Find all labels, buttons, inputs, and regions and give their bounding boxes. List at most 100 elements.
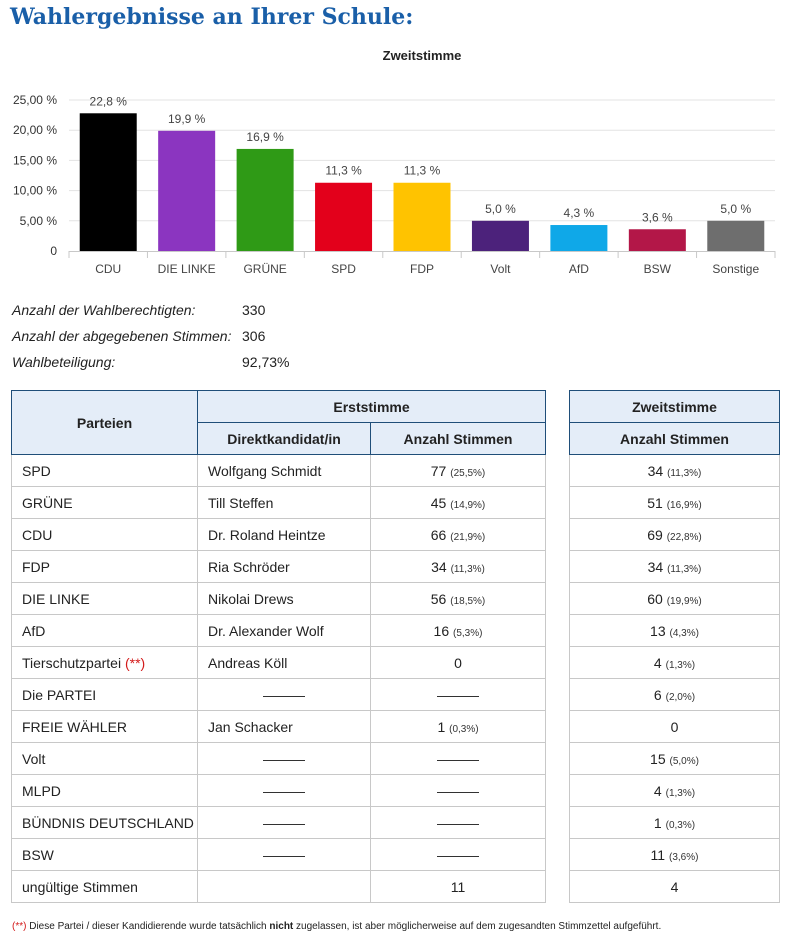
partei-cell: DIE LINKE <box>11 582 198 615</box>
stimmen-percent: (11,3%) <box>667 563 702 575</box>
stimmen-value: 0 <box>670 718 679 735</box>
erststimme-cell: 1 (0,3%) <box>369 710 547 743</box>
bar <box>628 229 686 251</box>
y-tick-label: 10,00 % <box>13 184 57 198</box>
stat-value: 306 <box>242 328 266 344</box>
stimmen-value: 60 <box>647 590 663 607</box>
stimmen-value: 16 <box>433 622 450 639</box>
partei-cell: AfD <box>11 614 198 647</box>
kandidat-cell: ——— <box>197 742 371 775</box>
erststimme-cell: ——— <box>369 742 547 775</box>
stimmen-percent: (1,3%) <box>665 787 696 799</box>
footnote-marker: (**) <box>12 921 27 932</box>
stimmen-percent: (5,0%) <box>669 755 699 767</box>
kandidat-cell <box>197 870 371 903</box>
kandidat-cell: ——— <box>197 806 371 839</box>
x-tick-label: DIE LINKE <box>158 262 216 276</box>
table-row: FREIE WÄHLER Jan Schacker 1 (0,3%) <box>11 710 547 743</box>
y-tick-label: 25,00 % <box>13 93 57 107</box>
partei-cell: GRÜNE <box>11 486 198 519</box>
stimmen-percent: (5,3%) <box>453 627 483 639</box>
stimmen-value: 4 <box>653 782 662 799</box>
table-row: 34 (11,3%) <box>569 454 780 487</box>
stimmen-percent: (2,0%) <box>665 691 696 703</box>
stimmen-percent: (0,3%) <box>665 819 696 831</box>
stimmen-percent: (4,3%) <box>669 627 699 639</box>
erststimme-cell: 66 (21,9%) <box>369 518 547 551</box>
zweitstimme-cell: 1 (0,3%) <box>569 806 780 839</box>
stimmen-value: 0 <box>454 654 462 671</box>
partei-cell: Tierschutzpartei (**) <box>11 646 198 679</box>
table-row: Volt ——— ——— <box>11 742 547 775</box>
bar <box>315 182 373 251</box>
stimmen-percent: (11,3%) <box>667 467 702 479</box>
partei-name: DIE LINKE <box>22 590 90 607</box>
data-label: 19,9 % <box>168 112 206 126</box>
table-row: 69 (22,8%) <box>569 518 780 551</box>
table-row: SPD Wolfgang Schmidt 77 (25,5%) <box>11 454 547 487</box>
bar <box>707 220 765 251</box>
stimmen-value: ——— <box>437 750 479 767</box>
zweitstimme-cell: 11 (3,6%) <box>569 838 780 871</box>
partei-name: AfD <box>22 622 46 639</box>
bar <box>393 182 451 251</box>
table-row: 51 (16,9%) <box>569 486 780 519</box>
partei-cell: BÜNDNIS DEUTSCHLAND <box>11 806 198 839</box>
data-label: 4,3 % <box>564 206 595 220</box>
stimmen-percent: (16,9%) <box>666 499 702 511</box>
table-row: 60 (19,9%) <box>569 582 780 615</box>
zweitstimme-cell: 0 <box>569 710 780 743</box>
stimmen-percent: (14,9%) <box>450 499 486 511</box>
stimmen-value: 13 <box>650 622 666 639</box>
partei-name: Volt <box>22 750 46 767</box>
partei-name: CDU <box>22 526 53 543</box>
stimmen-percent: (22,8%) <box>666 531 702 543</box>
x-tick-label: FDP <box>410 262 434 276</box>
partei-cell: MLPD <box>11 774 198 807</box>
stimmen-percent: (3,6%) <box>668 851 699 863</box>
header-anzahl: Anzahl Stimmen <box>369 422 547 455</box>
table-row: 4 (1,3%) <box>569 646 780 679</box>
stimmen-value: 69 <box>647 526 663 543</box>
header-erststimme: Erststimme <box>196 390 547 423</box>
partei-cell: FREIE WÄHLER <box>11 710 198 743</box>
table-row: MLPD ——— ——— <box>11 774 547 807</box>
stimmen-value: 11 <box>450 878 466 895</box>
footnote-text-end: zugelassen, ist aber möglicherweise auf … <box>293 921 662 932</box>
partei-cell: SPD <box>11 454 198 487</box>
partei-name: Die PARTEI <box>22 686 97 703</box>
table-row: FDP Ria Schröder 34 (11,3%) <box>11 550 547 583</box>
stat-label: Wahlbeteiligung: <box>12 354 116 370</box>
table-row: GRÜNE Till Steffen 45 (14,9%) <box>11 486 547 519</box>
zweitstimme-cell: 6 (2,0%) <box>569 678 780 711</box>
header-zweitstimme: Zweitstimme <box>569 390 780 423</box>
stimmen-percent: (1,3%) <box>665 659 696 671</box>
partei-cell: Die PARTEI <box>11 678 198 711</box>
header-anzahl-zweit: Anzahl Stimmen <box>569 422 780 455</box>
data-label: 11,3 % <box>404 164 441 178</box>
header-parteien: Parteien <box>11 390 198 455</box>
table-row: 0 <box>569 710 780 743</box>
table-row: 15 (5,0%) <box>569 742 780 775</box>
erststimme-cell: ——— <box>369 806 547 839</box>
table-row: Tierschutzpartei (**) Andreas Köll 0 <box>11 646 547 679</box>
erststimme-cell: 45 (14,9%) <box>369 486 547 519</box>
stat-value: 330 <box>242 302 266 318</box>
stimmen-value: 6 <box>653 686 662 703</box>
table-row: 11 (3,6%) <box>569 838 780 871</box>
kandidat-cell: Ria Schröder <box>197 550 371 583</box>
stimmen-value: ——— <box>437 686 479 703</box>
partei-name: BÜNDNIS DEUTSCHLAND <box>22 814 194 831</box>
zweitstimme-cell: 4 (1,3%) <box>569 774 780 807</box>
partei-name: ungültige Stimmen <box>22 878 138 895</box>
x-tick-label: Volt <box>490 262 511 276</box>
stimmen-value: ——— <box>437 846 479 863</box>
stimmen-value: 15 <box>650 750 666 767</box>
stimmen-percent: (21,9%) <box>450 531 486 543</box>
partei-cell: ungültige Stimmen <box>11 870 198 903</box>
zweitstimme-cell: 60 (19,9%) <box>569 582 780 615</box>
data-label: 5,0 % <box>720 202 751 216</box>
zweitstimme-cell: 34 (11,3%) <box>569 550 780 583</box>
y-tick-label: 5,00 % <box>20 214 58 228</box>
erststimme-cell: 0 <box>369 646 547 679</box>
